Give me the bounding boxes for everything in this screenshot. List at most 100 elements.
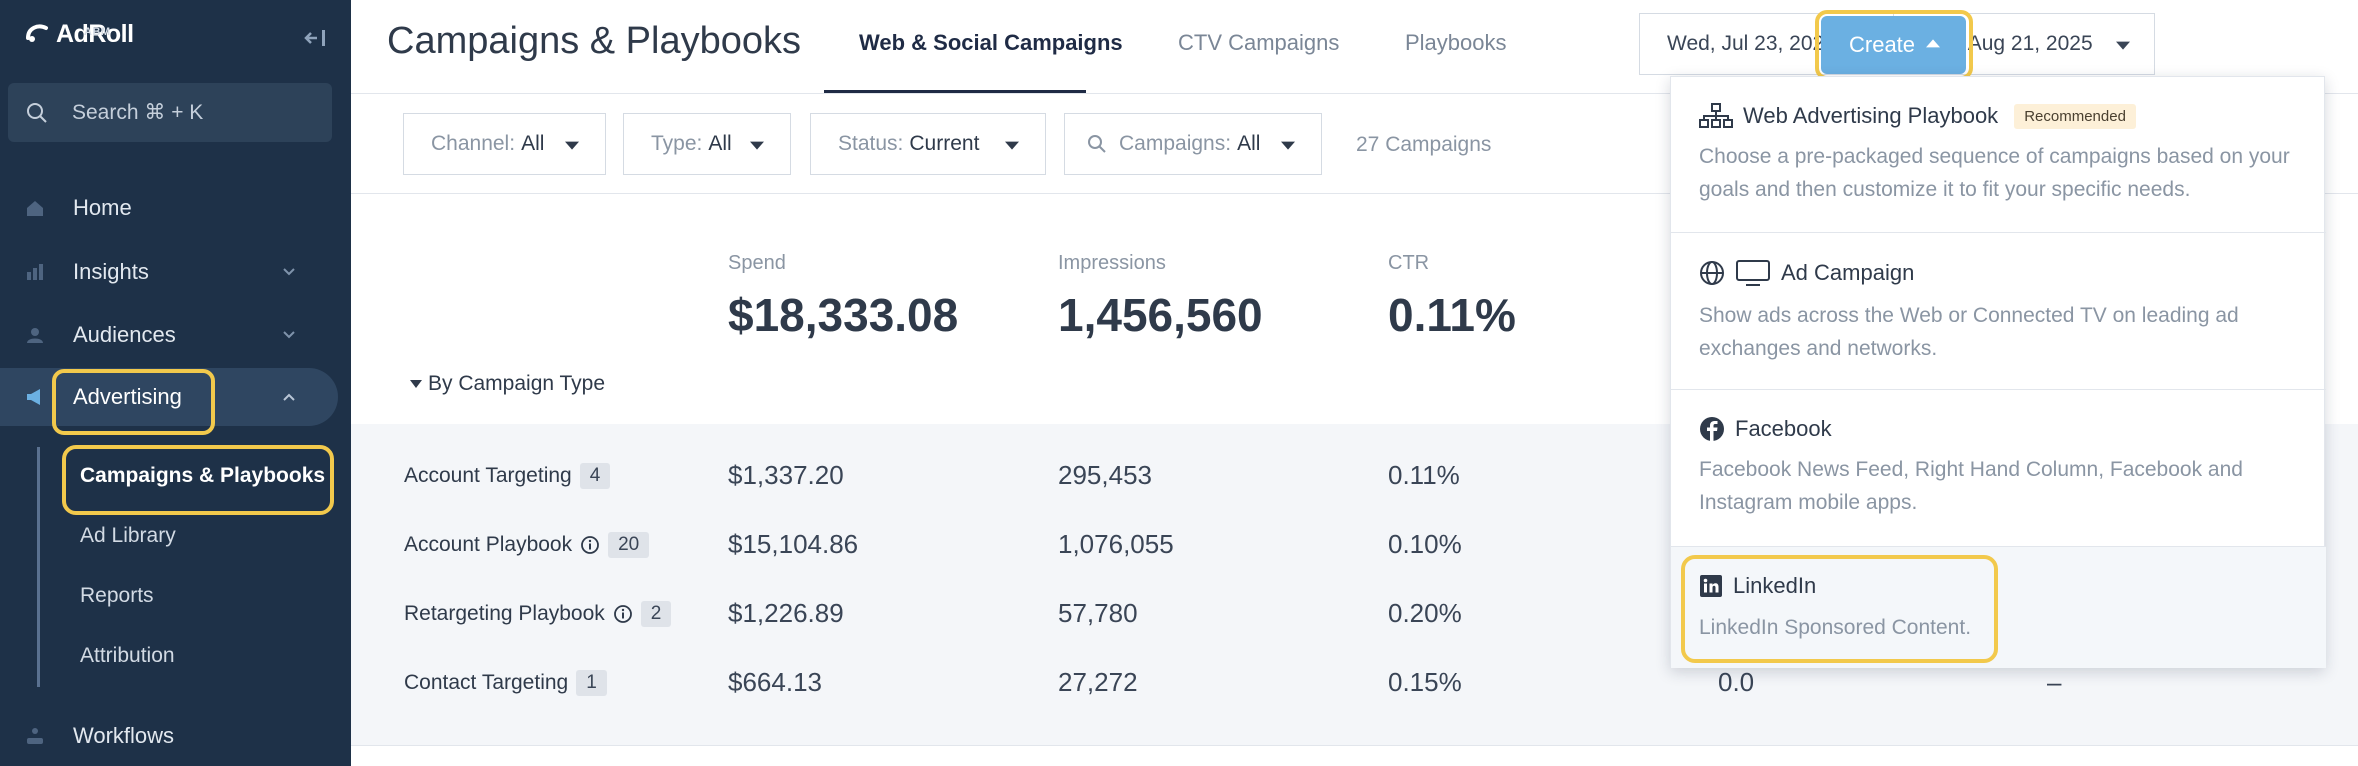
collapse-sidebar-button[interactable] xyxy=(302,26,328,50)
sidebar-item-label: Workflows xyxy=(73,723,175,748)
adroll-logo[interactable]: AdRoll xyxy=(24,20,134,48)
workflow-icon xyxy=(24,725,46,747)
sidebar-item-label: Advertising xyxy=(73,384,182,409)
impressions-cell: 295,453 xyxy=(1058,460,1152,490)
campaign-type-label: Retargeting Playbook xyxy=(404,602,605,625)
adroll-logo-icon xyxy=(26,24,48,42)
menu-item-header: Web Advertising Playbook Recommended xyxy=(1699,103,2136,129)
type-filter[interactable]: Type: All xyxy=(623,113,791,175)
count-badge: 1 xyxy=(576,670,607,696)
impressions-cell: 57,780 xyxy=(1058,598,1138,628)
sidebar-item-advertising[interactable]: Advertising xyxy=(0,368,338,426)
filter-label: Channel: xyxy=(431,132,516,155)
group-by-toggle[interactable]: By Campaign Type xyxy=(410,372,605,396)
stat-value-ctr: 0.11% xyxy=(1388,289,1516,341)
create-menu: Web Advertising Playbook Recommended Cho… xyxy=(1670,76,2326,668)
sidebar-item-home[interactable]: Home xyxy=(0,179,351,237)
facebook-icon xyxy=(1700,417,1724,441)
search-icon xyxy=(1088,135,1106,153)
menu-item-title: LinkedIn xyxy=(1733,573,1817,598)
spend-cell: $1,337.20 xyxy=(728,460,844,490)
campaign-count: 27 Campaigns xyxy=(1356,133,1492,156)
caret-down-icon xyxy=(410,380,422,388)
menu-item-web-advertising-playbook[interactable]: Web Advertising Playbook Recommended Cho… xyxy=(1671,77,2326,233)
table-row-name[interactable]: Retargeting Playbook 2 xyxy=(404,601,672,627)
tab-ctv-campaigns[interactable]: CTV Campaigns xyxy=(1178,30,1340,55)
menu-item-ad-campaign[interactable]: Ad Campaign Show ads across the Web or C… xyxy=(1671,233,2326,390)
ctr-cell: 0.10% xyxy=(1388,529,1462,559)
partial-cell: 0.0 xyxy=(1718,667,1755,697)
search-icon xyxy=(27,102,47,123)
spend-cell: $664.13 xyxy=(728,667,822,697)
tab-web-social-campaigns[interactable]: Web & Social Campaigns xyxy=(859,30,1123,55)
create-button[interactable]: Create xyxy=(1821,16,1966,74)
globe-icon xyxy=(1700,261,1724,285)
sidebar-subitem-attribution[interactable]: Attribution xyxy=(80,644,175,667)
impressions-cell: 1,076,055 xyxy=(1058,529,1174,559)
campaign-type-label: Contact Targeting xyxy=(404,671,569,694)
menu-item-description: Choose a pre-packaged sequence of campai… xyxy=(1699,145,2290,201)
stat-value-impressions: 1,456,560 xyxy=(1058,289,1263,341)
menu-item-header: LinkedIn xyxy=(1699,573,1816,599)
chevron-up-icon xyxy=(283,393,295,401)
stat-value-spend: $18,333.08 xyxy=(728,289,959,341)
ctr-cell: 0.20% xyxy=(1388,598,1462,628)
info-icon[interactable] xyxy=(613,604,633,624)
sidebar-item-insights[interactable]: Insights xyxy=(0,243,351,301)
recommended-badge: Recommended xyxy=(2014,103,2136,129)
megaphone-icon xyxy=(24,386,46,408)
menu-item-title: Facebook xyxy=(1735,416,1832,441)
chevron-down-icon xyxy=(283,268,295,276)
collapse-icon xyxy=(304,30,325,46)
chevron-down-icon xyxy=(283,331,295,339)
spend-cell: $1,226.89 xyxy=(728,598,844,628)
ctr-cell: 0.11% xyxy=(1388,460,1460,490)
sidebar-subitem-campaigns-playbooks[interactable]: Campaigns & Playbooks xyxy=(80,464,326,487)
linkedin-icon xyxy=(1700,575,1722,597)
caret-down-icon xyxy=(750,141,764,150)
menu-item-header: Ad Campaign xyxy=(1699,259,1914,287)
channel-filter[interactable]: Channel: All xyxy=(403,113,606,175)
menu-item-linkedin[interactable]: LinkedIn LinkedIn Sponsored Content. xyxy=(1671,547,2326,668)
info-icon[interactable] xyxy=(580,535,600,555)
table-row-name[interactable]: Account Targeting 4 xyxy=(404,463,611,489)
filter-value: All xyxy=(521,132,545,155)
sidebar-item-workflows[interactable]: Workflows xyxy=(0,707,351,765)
impressions-cell: 27,272 xyxy=(1058,667,1138,697)
caret-down-icon xyxy=(565,141,579,150)
menu-item-facebook[interactable]: Facebook Facebook News Feed, Right Hand … xyxy=(1671,390,2326,547)
users-icon xyxy=(24,324,46,346)
home-icon xyxy=(24,197,46,219)
menu-item-description: LinkedIn Sponsored Content. xyxy=(1699,616,1972,639)
submenu-rail xyxy=(37,447,40,687)
count-badge: 4 xyxy=(579,463,611,489)
caret-down-icon xyxy=(1281,141,1295,150)
filter-label: Campaigns: xyxy=(1119,132,1232,155)
status-filter[interactable]: Status: Current xyxy=(810,113,1046,175)
filter-value: All xyxy=(708,132,732,155)
logo-sub: ABM xyxy=(84,26,111,38)
spend-cell: $15,104.86 xyxy=(728,529,859,559)
logo-text: AdRoll xyxy=(56,20,134,48)
caret-down-icon xyxy=(1005,141,1019,150)
search-input[interactable]: Search ⌘ + K xyxy=(8,83,332,142)
page-title: Campaigns & Playbooks xyxy=(387,20,801,62)
partial-cell: – xyxy=(2047,667,2062,697)
sidebar-subitem-ad-library[interactable]: Ad Library xyxy=(80,524,176,547)
table-row-name[interactable]: Account Playbook 20 xyxy=(404,532,650,558)
menu-item-header: Facebook xyxy=(1699,416,1832,442)
tab-playbooks[interactable]: Playbooks xyxy=(1405,30,1507,55)
search-placeholder: Search ⌘ + K xyxy=(72,101,204,124)
sidebar-item-audiences[interactable]: Audiences xyxy=(0,306,351,364)
menu-item-title: Web Advertising Playbook xyxy=(1743,103,1999,128)
sidebar-item-label: Insights xyxy=(73,259,149,284)
menu-item-description: Facebook News Feed, Right Hand Column, F… xyxy=(1699,458,2243,514)
sidebar-subitem-reports[interactable]: Reports xyxy=(80,584,154,607)
sidebar: AdRoll ABM Search ⌘ + K Home Insights Au… xyxy=(0,0,351,766)
campaigns-filter[interactable]: Campaigns: All xyxy=(1064,113,1322,175)
stat-label-impressions: Impressions xyxy=(1058,252,1166,274)
campaign-type-label: Account Playbook xyxy=(404,533,573,556)
filter-value: Current xyxy=(909,132,980,155)
table-row-name[interactable]: Contact Targeting 1 xyxy=(404,670,607,696)
ctr-cell: 0.15% xyxy=(1388,667,1462,697)
